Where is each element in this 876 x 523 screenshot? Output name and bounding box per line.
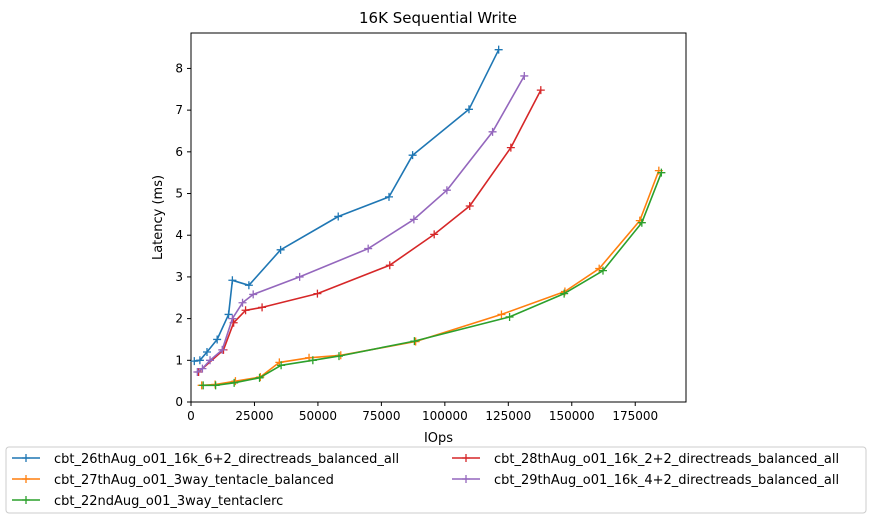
legend-label: cbt_27thAug_o01_3way_tentacle_balanced — [54, 473, 334, 488]
y-tick-label: 8 — [175, 61, 183, 75]
x-tick-label: 125000 — [485, 409, 531, 423]
data-point — [195, 356, 204, 365]
legend-item: cbt_26thAug_o01_16k_6+2_directreads_bala… — [12, 452, 399, 467]
y-tick-label: 7 — [175, 103, 183, 117]
series-3 — [199, 168, 666, 390]
data-point — [506, 143, 515, 152]
legend-marker — [22, 475, 30, 483]
x-tick-label: 75000 — [362, 409, 400, 423]
axes-layer: 0 25000 50000 75000 100000 125000 150000 175000… — [175, 61, 658, 423]
chart-title: 16K Sequential Write — [359, 9, 517, 27]
data-point — [385, 192, 393, 201]
data-point — [598, 266, 607, 275]
data-point — [385, 261, 394, 270]
legend-label: cbt_28thAug_o01_16k_2+2_directreads_bala… — [494, 452, 839, 467]
legend-label: cbt_29thAug_o01_16k_4+2_directreads_bala… — [494, 473, 839, 488]
legend-marker — [462, 475, 470, 483]
legend-frame — [5, 446, 867, 514]
data-point — [231, 377, 240, 386]
legend-item: cbt_27thAug_o01_3way_tentacle_balanced — [12, 473, 334, 488]
data-point — [206, 356, 215, 365]
legend-item: cbt_29thAug_o01_16k_4+2_directreads_bala… — [452, 473, 839, 488]
data-point — [494, 45, 503, 54]
y-tick-label: 5 — [175, 187, 183, 201]
y-tick-label: 0 — [175, 395, 183, 409]
data-point — [334, 212, 343, 221]
series-line — [194, 49, 500, 362]
data-point — [241, 306, 250, 315]
series-layer — [190, 45, 666, 390]
data-point — [295, 272, 304, 281]
series-2 — [197, 166, 663, 390]
data-point — [202, 347, 211, 356]
legend: cbt_26thAug_o01_16k_6+2_directreads_bala… — [5, 446, 867, 514]
legend-label: cbt_22ndAug_o01_3way_tentaclerc — [54, 494, 283, 509]
data-point — [218, 345, 227, 354]
x-axis-title: IOps — [424, 431, 453, 446]
series-1 — [190, 45, 503, 366]
data-point — [228, 276, 237, 285]
data-point — [464, 105, 473, 114]
legend-item: cbt_22ndAug_o01_3way_tentaclerc — [12, 494, 283, 509]
series-line — [203, 172, 663, 387]
y-tick-label: 2 — [175, 312, 183, 326]
data-point — [560, 289, 569, 298]
data-point — [308, 356, 317, 365]
data-point — [193, 367, 202, 376]
data-point — [313, 289, 322, 298]
data-point — [657, 168, 666, 177]
legend-item: cbt_28thAug_o01_16k_2+2_directreads_bala… — [452, 452, 839, 467]
data-point — [497, 310, 506, 319]
data-point — [408, 151, 417, 160]
y-axis-title: Latency (ms) — [151, 175, 166, 260]
data-point — [488, 127, 497, 136]
series-5 — [193, 71, 529, 376]
data-point — [276, 245, 285, 254]
data-point — [258, 303, 267, 312]
data-point — [637, 218, 646, 227]
x-tick-label: 25000 — [235, 409, 273, 423]
data-point — [190, 357, 199, 366]
x-tick-label: 150000 — [549, 409, 595, 423]
y-tick-label: 1 — [175, 353, 183, 367]
data-point — [211, 381, 220, 390]
plot-area — [190, 32, 687, 403]
data-point — [430, 230, 439, 239]
data-point — [520, 71, 529, 80]
x-tick-label: 175000 — [612, 409, 658, 423]
series-line — [196, 75, 525, 373]
data-point — [277, 361, 286, 370]
legend-marker — [22, 496, 30, 504]
y-tick-label: 3 — [175, 270, 183, 284]
y-tick-label: 4 — [175, 228, 183, 242]
data-point — [199, 381, 208, 390]
data-point — [244, 281, 253, 290]
data-point — [536, 86, 545, 95]
x-tick-label: 100000 — [422, 409, 468, 423]
data-point — [198, 364, 207, 373]
x-tick-label: 0 — [187, 409, 195, 423]
x-tick-label: 50000 — [299, 409, 337, 423]
data-point — [409, 215, 418, 224]
data-point — [465, 202, 474, 211]
y-tick-label: 6 — [175, 145, 183, 159]
data-point — [238, 298, 247, 307]
legend-label: cbt_26thAug_o01_16k_6+2_directreads_bala… — [54, 452, 399, 467]
data-point — [249, 290, 258, 299]
data-point — [442, 186, 451, 195]
data-point — [364, 244, 373, 253]
legend-marker — [462, 454, 470, 462]
data-point — [228, 314, 237, 323]
data-point — [224, 310, 233, 319]
data-point — [505, 312, 514, 321]
data-point — [213, 335, 222, 344]
data-point — [255, 373, 264, 382]
data-point — [410, 337, 419, 346]
legend-marker — [22, 454, 30, 462]
data-point — [230, 378, 239, 387]
data-point — [334, 352, 343, 361]
